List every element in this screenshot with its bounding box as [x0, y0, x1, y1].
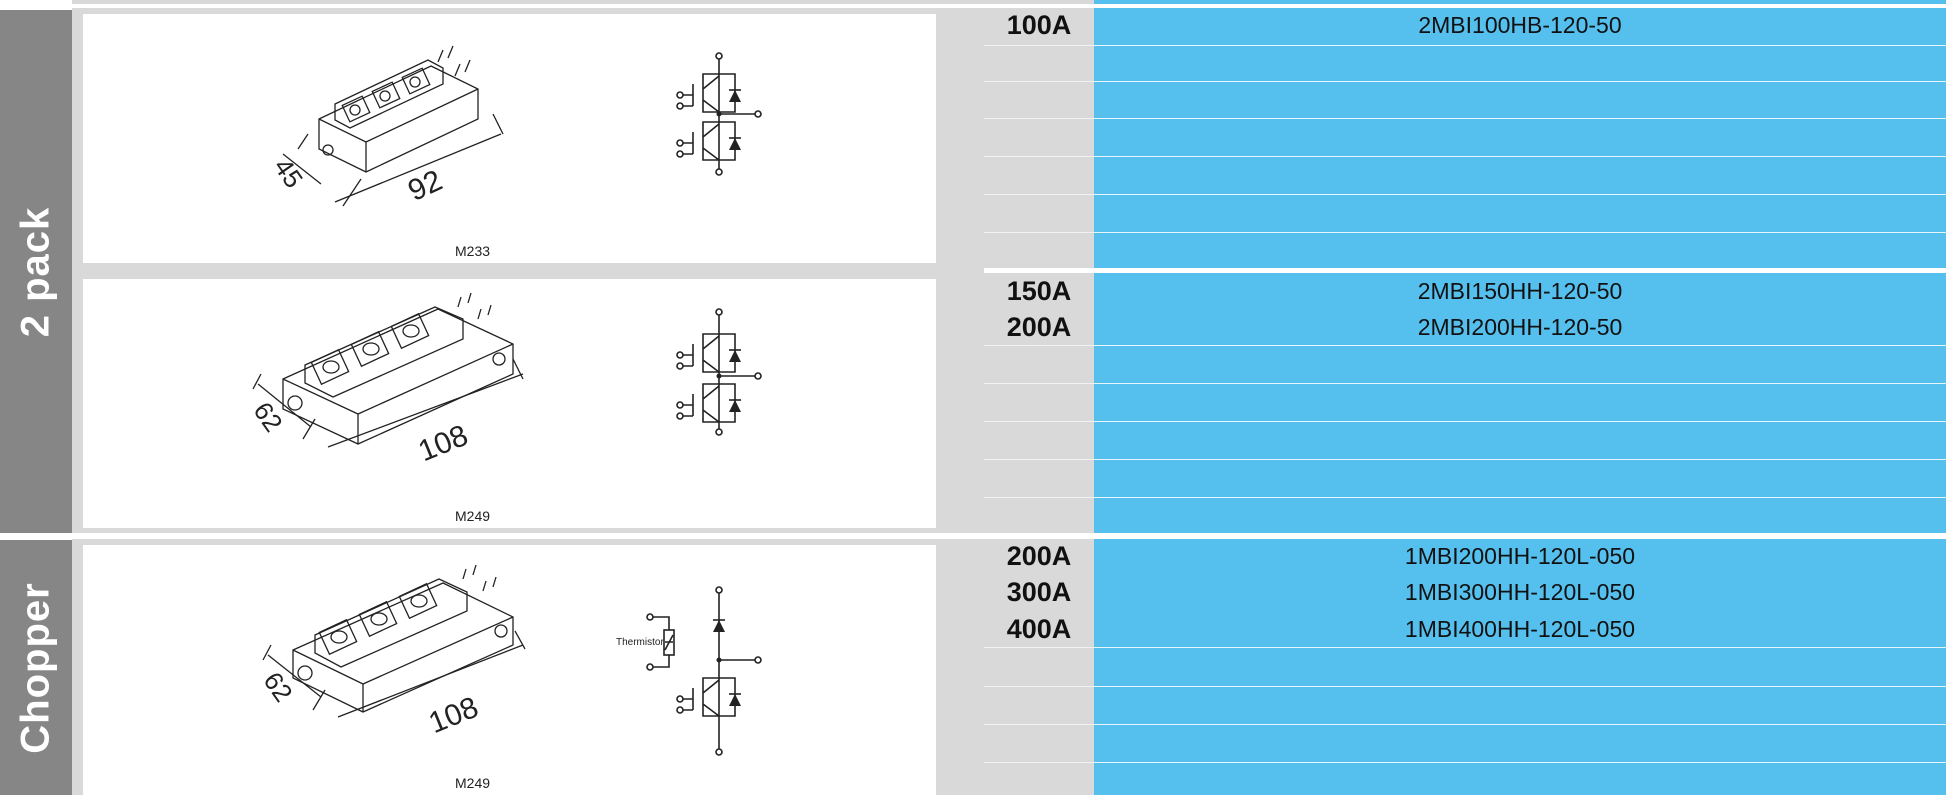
top-divider	[72, 4, 1946, 8]
row-line	[984, 459, 1094, 460]
row-line	[984, 724, 1094, 725]
model-code: M249	[455, 775, 491, 791]
row-line	[1094, 459, 1946, 460]
row-line	[984, 686, 1094, 687]
row-line	[984, 232, 1094, 233]
dim-width: 45	[268, 153, 309, 194]
current-rating: 200A	[1006, 312, 1072, 342]
row-line	[1094, 194, 1946, 195]
module-drawing: 45 92	[268, 45, 762, 208]
section-label: Chopper	[13, 581, 58, 754]
row-line	[1094, 118, 1946, 119]
current-rating: 150A	[1006, 276, 1072, 306]
row-line	[984, 421, 1094, 422]
row-line	[984, 118, 1094, 119]
group-divider	[984, 268, 1946, 273]
module-panel-m233: 45 92 M233	[83, 14, 936, 263]
part-number: 1MBI300HH-120L-050	[1404, 579, 1636, 605]
row-line	[1094, 421, 1946, 422]
current-rating: 400A	[1006, 614, 1072, 644]
row-line	[1094, 232, 1946, 233]
section-label: 2 pack	[13, 206, 58, 337]
module-panel-m249: 62 108 M249	[83, 279, 936, 528]
row-line	[1094, 345, 1946, 346]
part-number-column	[1094, 0, 1946, 795]
row-line	[1094, 383, 1946, 384]
current-rating: 100A	[1006, 10, 1072, 40]
row-line	[1094, 156, 1946, 157]
current-rating: 300A	[1006, 577, 1072, 607]
row-line	[984, 383, 1094, 384]
group-divider	[0, 533, 1946, 539]
module-drawing: 62 108	[248, 292, 762, 468]
row-line	[984, 156, 1094, 157]
model-code: M233	[455, 243, 491, 259]
section-chopper: Chopper	[0, 540, 72, 795]
dim-length: 108	[424, 691, 483, 740]
row-line	[984, 194, 1094, 195]
current-rating: 200A	[1006, 541, 1072, 571]
row-line	[984, 345, 1094, 346]
row-line	[984, 647, 1094, 648]
part-number: 2MBI200HH-120-50	[1417, 314, 1623, 340]
row-line	[984, 81, 1094, 82]
row-line	[1094, 762, 1946, 763]
row-line	[1094, 647, 1946, 648]
module-drawing: 62 108 Thermistor	[258, 564, 762, 756]
part-number: 2MBI100HB-120-50	[1418, 12, 1622, 38]
row-line	[1094, 81, 1946, 82]
row-line	[984, 497, 1094, 498]
module-panel-m249-chopper: 62 108 Thermistor M249	[83, 545, 936, 795]
section-2pack: 2 pack	[0, 10, 72, 533]
dim-length: 92	[403, 164, 447, 208]
current-rating-column	[984, 0, 1094, 795]
row-line	[1094, 45, 1946, 46]
part-number: 1MBI400HH-120L-050	[1404, 616, 1636, 642]
dim-length: 108	[414, 419, 473, 468]
part-number: 1MBI200HH-120L-050	[1404, 543, 1636, 569]
row-line	[1094, 686, 1946, 687]
part-number: 2MBI150HH-120-50	[1417, 278, 1623, 304]
row-line	[1094, 724, 1946, 725]
model-code: M249	[455, 508, 491, 524]
row-line	[984, 762, 1094, 763]
thermistor-label: Thermistor	[616, 637, 664, 648]
row-line	[1094, 497, 1946, 498]
row-line	[984, 45, 1094, 46]
